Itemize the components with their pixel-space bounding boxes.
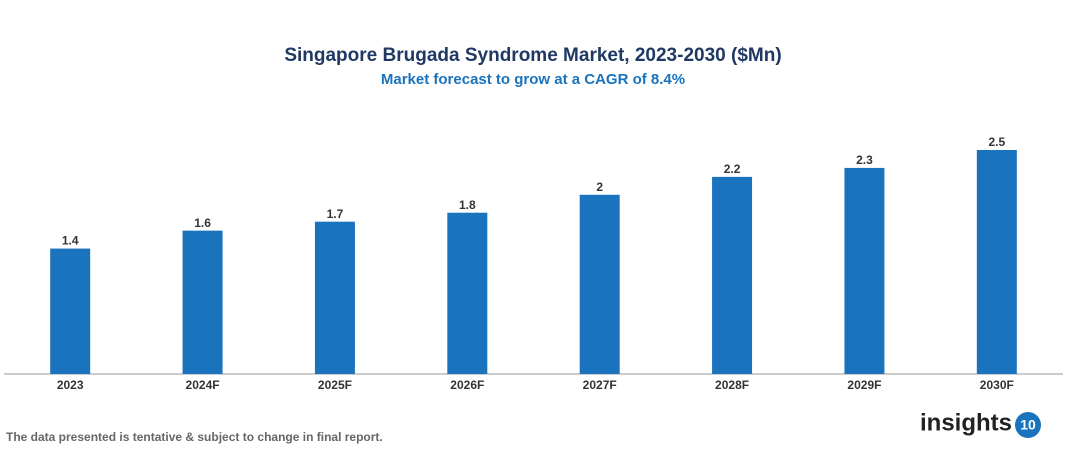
value-label: 1.6 [194,216,211,230]
value-label: 2.5 [988,135,1005,149]
logo-badge-text: 10 [1020,417,1036,433]
logo-text: insights [920,409,1012,436]
x-tick-label: 2023 [57,378,84,392]
value-label: 1.7 [327,207,344,221]
bar [447,212,488,374]
value-label: 1.4 [62,234,79,248]
bar [712,176,753,374]
bar [844,167,885,374]
x-tick-label: 2025F [318,378,352,392]
x-tick-label: 2028F [715,378,749,392]
x-tick-label: 2030F [980,378,1014,392]
value-label: 2.2 [724,162,741,176]
x-tick-label: 2029F [847,378,881,392]
value-label: 1.8 [459,198,476,212]
footnote: The data presented is tentative & subjec… [6,430,383,444]
chart-title: Singapore Brugada Syndrome Market, 2023-… [284,45,781,66]
value-label: 2.3 [856,153,873,167]
bar [976,150,1017,374]
bar [182,230,223,374]
logo-badge [1015,412,1041,438]
bar [314,221,355,374]
x-tick-label: 2027F [583,378,617,392]
value-label: 2 [596,180,603,194]
bar [579,194,620,374]
bar [50,248,91,374]
chart-subtitle: Market forecast to grow at a CAGR of 8.4… [381,71,685,88]
x-tick-label: 2026F [450,378,484,392]
x-tick-label: 2024F [186,378,220,392]
